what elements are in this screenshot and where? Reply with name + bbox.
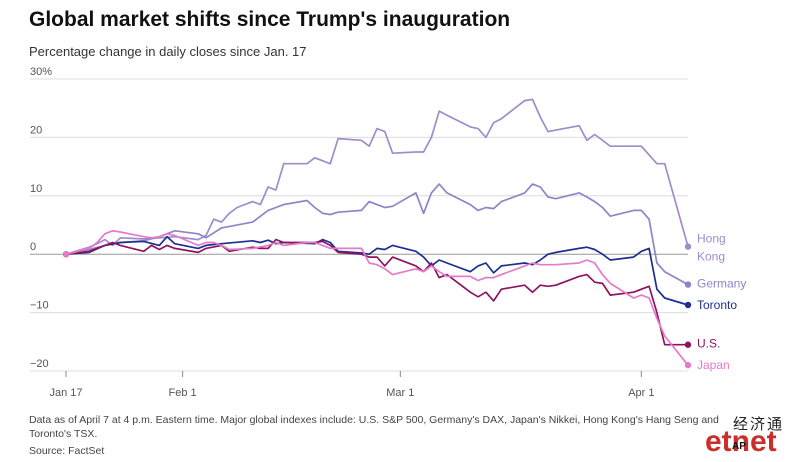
series-end-dot [684,243,692,250]
series-end-dot [684,301,692,309]
chart-title: Global market shifts since Trump's inaug… [29,8,511,31]
source-note: Source: FactSet [29,445,105,457]
y-tick-label: 10 [30,183,42,195]
etnet-watermark: 经济通 etnet AP [705,413,791,462]
series-start-dot [63,251,69,258]
series-line [65,235,689,306]
ap-credit: AP [732,441,746,452]
chart-subtitle: Percentage change in daily closes since … [29,44,307,59]
y-tick-label: −10 [30,300,49,312]
x-axis: Jan 17 Feb 1 Mar 1 Apr 1 [49,371,654,399]
series-line [65,98,689,256]
x-tick-label: Mar 1 [386,387,414,399]
series-end-dot [684,341,692,348]
y-tick-label: 0 [30,241,36,253]
series-label: Germany [697,277,746,291]
y-axis: −20 −10 0 10 20 30% [30,66,52,370]
y-tick-label: −20 [30,358,49,370]
y-tick-label: 30% [30,66,52,78]
etnet-logo: etnet [705,425,777,458]
series-line [65,229,689,366]
series-line [65,238,688,346]
series-end-dot [684,361,692,369]
x-tick-label: Feb 1 [169,387,197,399]
series-label: Hong [697,232,726,246]
series-line [65,183,689,286]
series-label: Kong [697,250,725,264]
series-end-dot [684,281,692,288]
line-chart: −20 −10 0 10 20 30% Jan 17 Feb 1 Mar 1 Apr 1 Hon… [30,66,746,399]
series-labels: Hong Kong Germany Toronto U.S. Japan [697,232,746,373]
series-label: Toronto [697,298,737,312]
series-label: U.S. [697,337,720,351]
watermark-chinese-text: 经济通 [733,415,785,433]
footnote: Data as of April 7 at 4 p.m. Eastern tim… [29,414,719,440]
y-tick-label: 20 [30,124,42,136]
x-tick-label: Apr 1 [628,387,654,399]
x-tick-label: Jan 17 [49,387,82,399]
gridlines [30,78,688,372]
series-lines [63,98,692,369]
series-label: Japan [697,358,730,372]
